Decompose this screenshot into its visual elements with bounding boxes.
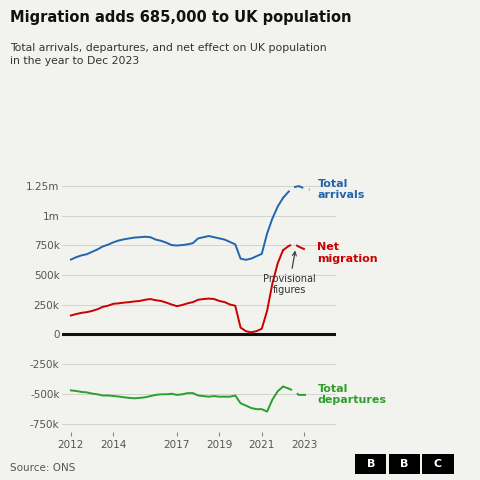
- Text: Source: ONS: Source: ONS: [10, 463, 75, 473]
- Text: Total
departures: Total departures: [317, 384, 386, 405]
- Text: C: C: [434, 459, 442, 469]
- Text: B: B: [367, 459, 375, 469]
- Text: Total
arrivals: Total arrivals: [317, 179, 365, 201]
- Text: Provisional
figures: Provisional figures: [263, 252, 316, 295]
- Text: B: B: [400, 459, 408, 469]
- Text: Total arrivals, departures, and net effect on UK population
in the year to Dec 2: Total arrivals, departures, and net effe…: [10, 43, 326, 66]
- Text: Migration adds 685,000 to UK population: Migration adds 685,000 to UK population: [10, 10, 351, 24]
- Text: Net
migration: Net migration: [317, 242, 378, 264]
